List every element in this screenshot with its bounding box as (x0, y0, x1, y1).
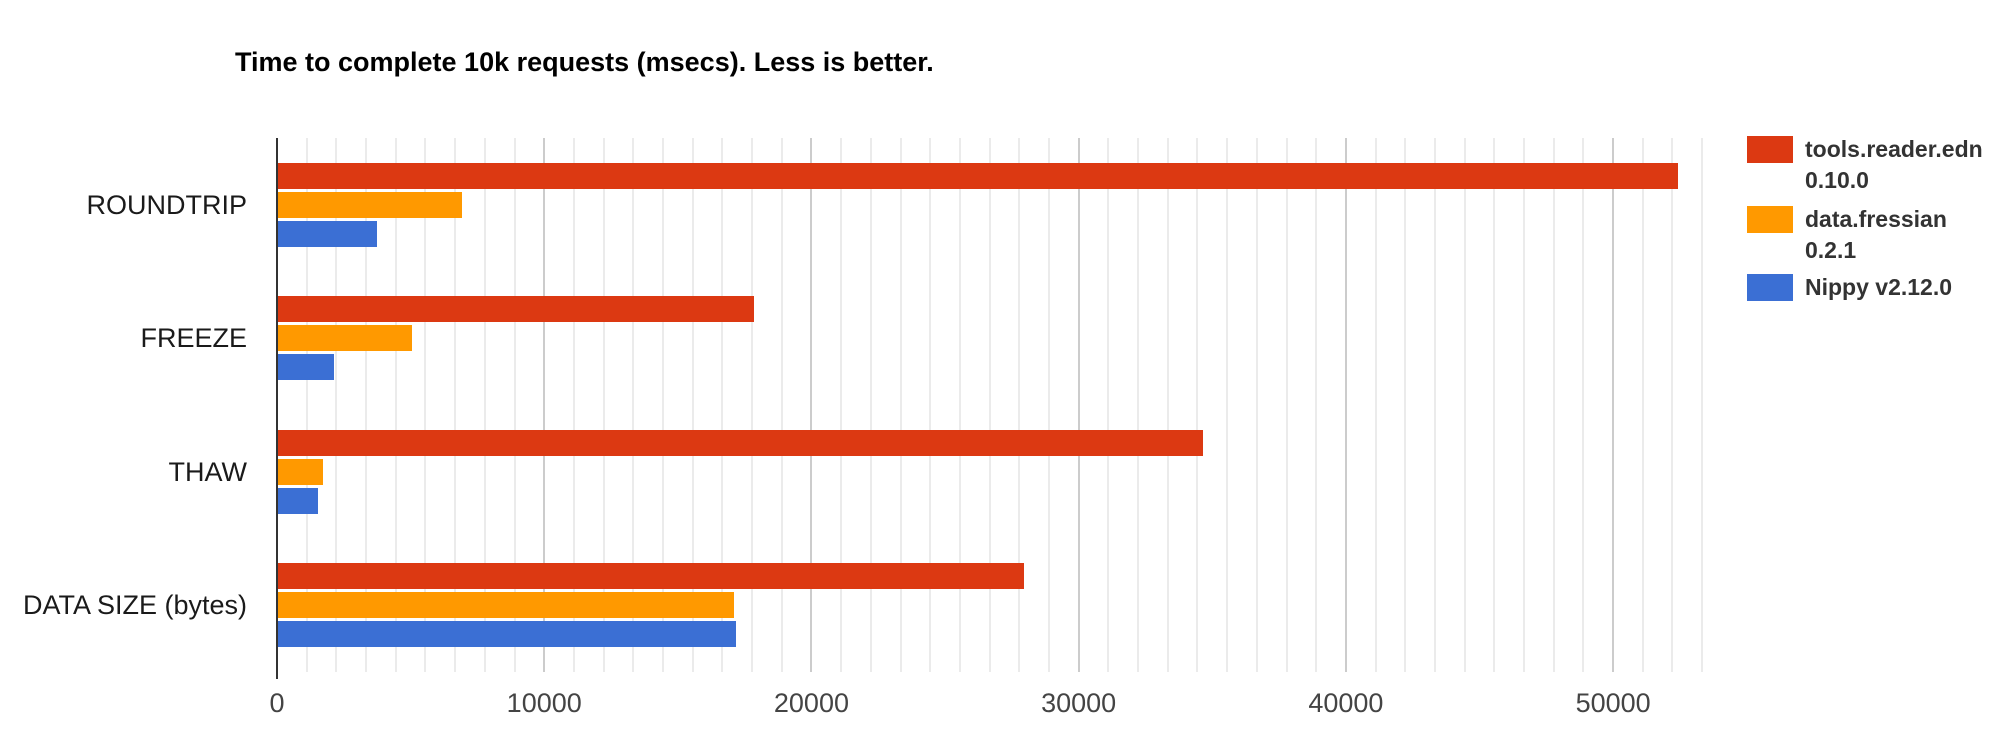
plot-area (276, 138, 1720, 679)
legend-label-line: tools.reader.edn (1805, 136, 1983, 162)
major-gridline (1077, 138, 1080, 672)
minor-gridline (1641, 138, 1644, 672)
legend-swatch (1747, 206, 1793, 233)
minor-gridline (1582, 138, 1585, 672)
major-gridline (1612, 138, 1615, 672)
bar-thaw-series-2 (278, 487, 319, 514)
minor-gridline (988, 138, 991, 672)
minor-gridline (1433, 138, 1436, 672)
minor-gridline (513, 138, 516, 672)
legend-label-line: 0.2.1 (1805, 237, 1857, 263)
minor-gridline (335, 138, 338, 672)
bar-data-size-bytes-series-1 (278, 592, 734, 619)
minor-gridline (1285, 138, 1288, 672)
legend-swatch (1747, 136, 1793, 163)
x-tick-label: 30000 (1041, 688, 1117, 718)
minor-gridline (1463, 138, 1466, 672)
x-tick-label: 40000 (1308, 688, 1384, 718)
bar-roundtrip-series-1 (278, 191, 463, 218)
bar-data-size-bytes-series-0 (278, 563, 1024, 590)
bar-thaw-series-0 (278, 429, 1203, 456)
category-label: DATA SIZE (bytes) (22, 590, 247, 621)
category-label: ROUNDTRIP (86, 189, 248, 220)
legend-label: Nippy v2.12.0 (1805, 272, 1952, 303)
minor-gridline (869, 138, 872, 672)
y-axis-baseline (276, 138, 278, 679)
minor-gridline (1404, 138, 1407, 672)
legend-label-line: 0.10.0 (1805, 167, 1869, 193)
bar-roundtrip-series-0 (278, 162, 1679, 189)
major-gridline (543, 138, 546, 672)
minor-gridline (1523, 138, 1526, 672)
legend-label-line: Nippy v2.12.0 (1805, 274, 1953, 300)
minor-gridline (1047, 138, 1050, 672)
minor-gridline (1226, 138, 1229, 672)
minor-gridline (780, 138, 783, 672)
minor-gridline (840, 138, 843, 672)
legend-label: tools.reader.edn 0.10.0 (1805, 134, 1983, 196)
minor-gridline (1701, 138, 1704, 672)
major-gridline (810, 138, 813, 672)
legend-label: data.fressian 0.2.1 (1805, 204, 1947, 266)
x-tick-label: 50000 (1575, 688, 1651, 718)
minor-gridline (1018, 138, 1021, 672)
bar-freeze-series-1 (278, 325, 412, 352)
minor-gridline (394, 138, 397, 672)
legend-swatch (1747, 274, 1793, 301)
minor-gridline (661, 138, 664, 672)
x-tick-label: 0 (269, 688, 285, 718)
minor-gridline (454, 138, 457, 672)
minor-gridline (1315, 138, 1318, 672)
minor-gridline (958, 138, 961, 672)
category-label: FREEZE (140, 323, 247, 354)
minor-gridline (1671, 138, 1674, 672)
minor-gridline (1255, 138, 1258, 672)
minor-gridline (751, 138, 754, 672)
minor-gridline (424, 138, 427, 672)
minor-gridline (602, 138, 605, 672)
minor-gridline (572, 138, 575, 672)
bar-data-size-bytes-series-2 (278, 621, 737, 648)
minor-gridline (929, 138, 932, 672)
minor-gridline (721, 138, 724, 672)
minor-gridline (1166, 138, 1169, 672)
category-label: THAW (168, 456, 247, 487)
minor-gridline (1196, 138, 1199, 672)
minor-gridline (1493, 138, 1496, 672)
minor-gridline (305, 138, 308, 672)
minor-gridline (1374, 138, 1377, 672)
minor-gridline (632, 138, 635, 672)
minor-gridline (1107, 138, 1110, 672)
minor-gridline (483, 138, 486, 672)
minor-gridline (899, 138, 902, 672)
minor-gridline (365, 138, 368, 672)
bar-freeze-series-2 (278, 354, 335, 381)
minor-gridline (691, 138, 694, 672)
minor-gridline (1137, 138, 1140, 672)
major-gridline (1344, 138, 1347, 672)
legend-label-line: data.fressian (1805, 206, 1947, 232)
chart-title: Time to complete 10k requests (msecs). L… (235, 47, 934, 77)
minor-gridline (1552, 138, 1555, 672)
x-tick-label: 20000 (773, 688, 849, 718)
bar-roundtrip-series-2 (278, 220, 377, 247)
bar-freeze-series-0 (278, 296, 754, 323)
bar-thaw-series-1 (278, 458, 324, 485)
x-tick-label: 10000 (506, 688, 582, 718)
